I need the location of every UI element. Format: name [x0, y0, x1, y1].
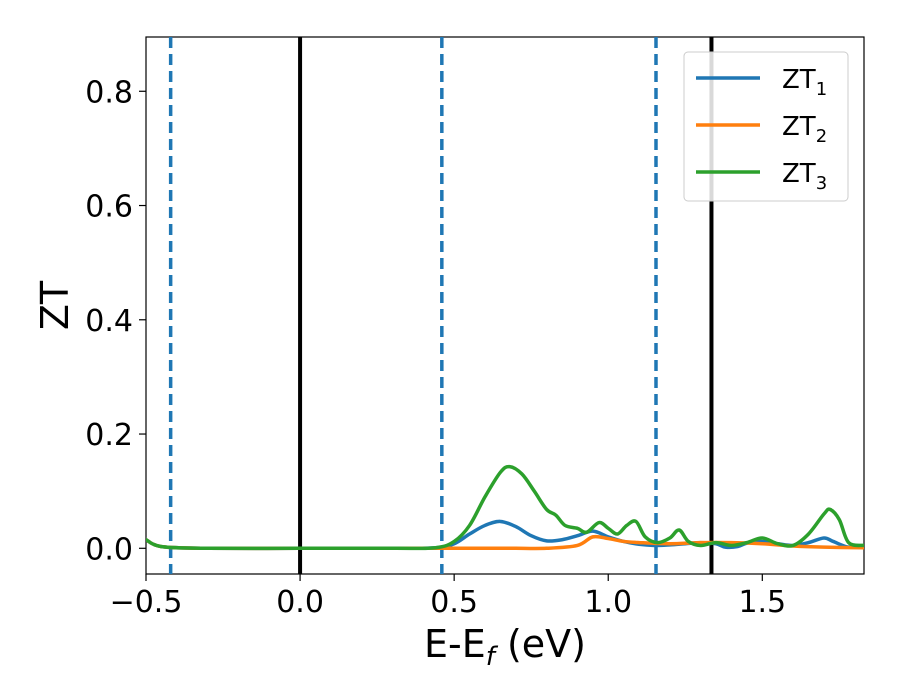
x-axis-label-main: E-E — [424, 622, 486, 666]
y-tick-label-0: 0.0 — [85, 532, 133, 567]
series-lines — [146, 464, 864, 551]
series-line-3 — [146, 464, 864, 551]
y-axis-label: ZT — [33, 280, 77, 330]
legend-label-main-1: ZT — [782, 65, 816, 95]
legend-label-main-3: ZT — [782, 159, 816, 189]
x-axis-ticks: −0.5 0.0 0.5 1.0 1.5 — [110, 574, 786, 620]
legend-label-1: ZT1 — [782, 65, 827, 100]
x-tick-label-4: 1.5 — [738, 585, 786, 620]
vertical-marker-lines — [168, 37, 714, 574]
x-tick-label-3: 1.0 — [584, 585, 632, 620]
x-tick-label-1: 0.0 — [276, 585, 324, 620]
x-tick-label-2: 0.5 — [430, 585, 478, 620]
legend-label-3: ZT3 — [782, 159, 827, 194]
legend-label-sub-3: 3 — [816, 173, 827, 194]
legend-label-2: ZT2 — [782, 112, 827, 147]
x-axis-label-tail: (eV) — [495, 622, 586, 666]
y-tick-label-1: 0.2 — [85, 418, 133, 453]
y-tick-label-2: 0.4 — [85, 304, 133, 339]
legend-label-sub-1: 1 — [816, 79, 827, 100]
y-axis-ticks: 0.0 0.2 0.4 0.6 0.8 — [85, 75, 146, 567]
legend-label-sub-2: 2 — [816, 126, 827, 147]
y-tick-label-4: 0.8 — [85, 75, 133, 110]
legend-label-main-2: ZT — [782, 112, 816, 142]
x-axis-label: E-Ef (eV) — [424, 622, 586, 672]
x-tick-label-0: −0.5 — [110, 585, 183, 620]
legend-box — [683, 51, 849, 202]
plot-frame — [145, 36, 865, 575]
y-tick-label-3: 0.6 — [85, 190, 133, 225]
plot-area: −0.5 0.0 0.5 1.0 1.5 0.0 0.2 0.4 0.6 0.8 — [85, 36, 865, 620]
